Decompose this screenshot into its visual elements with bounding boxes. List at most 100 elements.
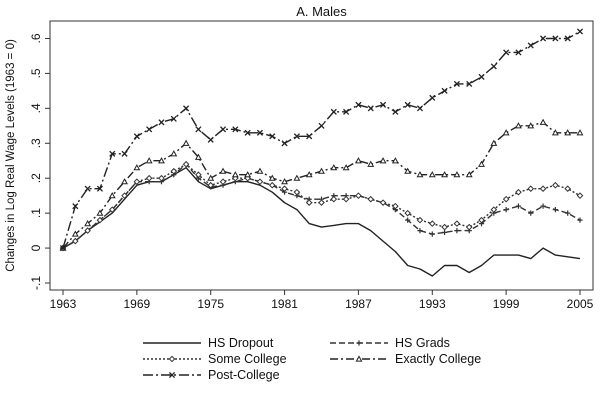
data-point [551,129,559,136]
series-post-college [59,28,584,252]
data-point [429,94,436,101]
data-point [367,160,375,167]
data-point [428,220,436,227]
data-point [84,219,92,227]
data-point [343,108,350,115]
y-tick-label: .4 [29,103,43,113]
x-tick-label: 1969 [124,297,151,311]
data-point [503,207,509,213]
data-point [133,164,141,171]
data-point [281,140,288,147]
series-layer [59,28,584,277]
data-point [416,171,424,178]
legend-label: Exactly College [395,352,481,366]
data-point [146,126,153,133]
series-line-exactly-college [62,121,580,249]
data-point [490,206,498,213]
data-point [355,101,362,108]
chart-title: A. Males [296,4,347,19]
data-point [564,35,571,42]
data-point [256,167,264,174]
data-point [465,223,473,231]
x-tick-label: 2005 [567,297,594,311]
series-line-post-college [62,30,581,249]
legend-label: HS Dropout [208,336,274,350]
data-point [195,126,202,133]
data-point [121,178,128,185]
data-point [367,195,375,203]
data-point [219,167,227,174]
data-point [195,171,202,179]
data-point [293,133,300,140]
data-point [268,174,276,181]
data-point [306,133,313,140]
data-point [478,73,485,80]
data-point [392,108,399,115]
data-point [564,185,571,192]
data-point [109,150,116,157]
data-point [96,216,104,224]
legend-marker [168,355,176,363]
legend-item-hs-dropout: HS Dropout [143,336,274,350]
data-point [465,171,473,178]
data-point [330,108,337,115]
data-point [453,80,460,87]
data-point [108,192,116,199]
data-point [305,199,313,206]
x-tick-label: 1981 [271,297,298,311]
data-point [256,178,264,186]
data-point [416,216,424,224]
data-point [527,185,535,192]
data-point [342,195,350,203]
data-point [281,185,288,192]
data-point [133,133,140,140]
data-point [454,228,460,234]
data-point [96,209,104,216]
y-tick-label: -.1 [29,276,43,290]
data-point [182,139,190,146]
y-tick-label: .2 [29,173,43,183]
data-point [515,203,522,209]
plot-frame [49,20,594,291]
data-point [379,157,387,164]
legend-label: HS Grads [395,336,450,350]
data-point [207,174,215,181]
data-point [404,167,412,174]
data-point [367,105,374,112]
data-point [404,209,411,217]
data-point [244,171,252,178]
data-point [72,237,79,245]
legend-item-hs-grads: HS Grads [330,336,450,350]
data-point [121,192,128,199]
data-point [231,171,239,178]
data-point [552,35,559,42]
data-point [158,157,165,164]
legend-item-some-college: Some College [143,352,287,366]
data-point [540,203,546,209]
data-point [441,223,448,231]
data-point [355,192,362,199]
data-point [490,139,498,146]
data-point [244,129,251,136]
legend-label: Some College [208,352,287,366]
data-point [466,80,473,87]
data-point [441,229,448,235]
data-point [207,136,214,143]
series-line-hs-grads [62,163,581,249]
data-point [318,122,325,129]
series-exactly-college [59,118,584,251]
data-point [552,181,559,189]
legend-marker [356,340,362,346]
data-point [145,157,153,164]
y-axis-label: Changes in Log Real Wage Levels (1963 = … [5,39,17,272]
data-point [219,126,227,133]
data-point [539,185,547,192]
series-line-some-college [62,163,581,249]
data-point [133,178,141,186]
y-tick-label: .3 [29,138,43,148]
data-point [232,126,239,133]
data-point [527,122,535,129]
data-point [416,105,424,112]
data-point [552,207,558,213]
